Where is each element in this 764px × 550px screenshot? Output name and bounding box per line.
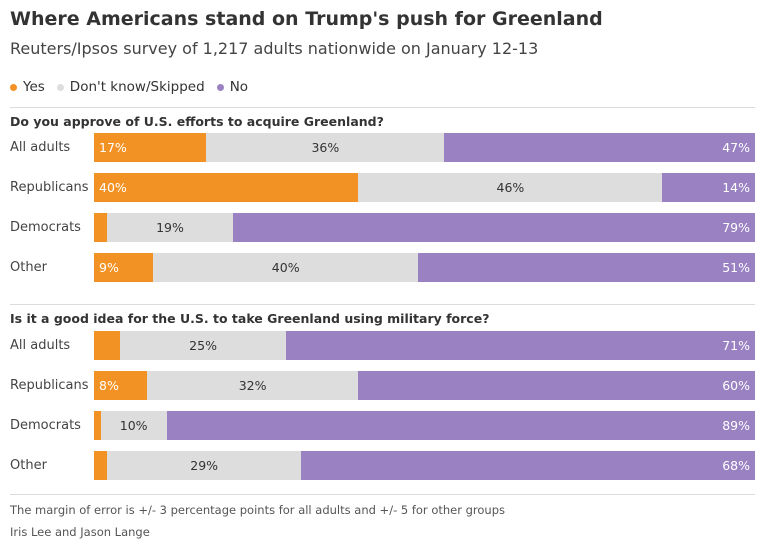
bar-segment-dont-know-democrats (107, 213, 233, 242)
bar-segment-yes-all-adults (94, 331, 121, 360)
bar-segment-dont-know-other (153, 253, 418, 282)
legend: Yes Don't know/Skipped No (10, 79, 260, 95)
bar-segment-no-republicans (358, 371, 755, 400)
bar-segment-no-all-adults (444, 133, 755, 162)
data-label-no-all-adults: 71% (722, 338, 750, 353)
row-label-all-adults: All adults (10, 140, 71, 155)
bar-segment-yes-democrats (94, 213, 108, 242)
bar-segment-yes-other (94, 253, 154, 282)
bar-segment-dont-know-republicans (146, 371, 359, 400)
bar-segment-yes-all-adults (94, 133, 207, 162)
data-label-yes-other: 9% (99, 260, 119, 275)
data-label-no-republicans: 60% (722, 378, 750, 393)
divider-middle (10, 304, 755, 305)
row-label-republicans: Republicans (10, 378, 89, 393)
row-label-democrats: Democrats (10, 418, 81, 433)
credit: Iris Lee and Jason Lange (10, 525, 150, 539)
data-label-dont-know-other: 29% (190, 458, 219, 473)
data-label-yes-republicans: 40% (99, 180, 127, 195)
data-label-no-democrats: 79% (722, 220, 750, 235)
row-label-other: Other (10, 260, 47, 275)
data-label-no-democrats: 89% (722, 418, 750, 433)
data-label-dont-know-all-adults: 25% (189, 338, 217, 353)
bar-segment-no-other (417, 253, 755, 282)
data-label-yes-all-adults: 17% (99, 140, 127, 155)
row-label-other: Other (10, 458, 47, 473)
data-label-dont-know-republicans: 46% (496, 180, 525, 195)
legend-item-no: No (216, 79, 249, 95)
legend-dot-no (216, 83, 224, 91)
data-label-no-republicans: 14% (722, 180, 750, 195)
divider-bottom (10, 494, 755, 495)
divider-top (10, 107, 755, 108)
data-label-dont-know-democrats: 10% (119, 418, 148, 433)
question-title-1: Do you approve of U.S. efforts to acquir… (10, 114, 384, 129)
data-label-dont-know-democrats: 19% (156, 220, 184, 235)
bar-segment-dont-know-all-adults (206, 133, 445, 162)
data-label-dont-know-all-adults: 36% (311, 140, 340, 155)
legend-label-no: No (229, 79, 249, 95)
footnote: The margin of error is +/- 3 percentage … (10, 503, 505, 517)
question-title-2: Is it a good idea for the U.S. to take G… (10, 311, 490, 326)
bar-segment-dont-know-other (107, 451, 301, 480)
bar-segment-no-republicans (662, 173, 755, 202)
bar-segment-no-democrats (166, 411, 755, 440)
legend-dot-yes (10, 83, 17, 91)
bar-segment-dont-know-democrats (100, 411, 167, 440)
legend-item-dont-know: Don't know/Skipped (56, 79, 205, 95)
bar-segment-no-other (300, 451, 755, 480)
legend-dot-dont-know (56, 83, 64, 91)
data-label-no-other: 68% (722, 458, 750, 473)
bar-segment-yes-republicans (94, 371, 147, 400)
row-label-all-adults: All adults (10, 338, 71, 353)
bar-segment-dont-know-all-adults (120, 331, 286, 360)
legend-item-yes: Yes (10, 79, 45, 95)
data-label-no-all-adults: 47% (722, 140, 750, 155)
bar-segment-yes-other (94, 451, 108, 480)
data-label-dont-know-republicans: 32% (238, 378, 267, 393)
bar-segment-no-democrats (232, 213, 755, 242)
chart-subtitle: Reuters/Ipsos survey of 1,217 adults nat… (10, 39, 539, 58)
data-label-dont-know-other: 40% (271, 260, 300, 275)
chart-title: Where Americans stand on Trump's push fo… (10, 8, 603, 30)
legend-label-yes: Yes (23, 79, 45, 95)
bar-segment-yes-democrats (94, 411, 101, 440)
row-label-republicans: Republicans (10, 180, 89, 195)
bar-segment-dont-know-republicans (358, 173, 663, 202)
bar-segment-no-all-adults (285, 331, 755, 360)
data-label-no-other: 51% (722, 260, 750, 275)
legend-label-dont-know: Don't know/Skipped (69, 79, 205, 95)
row-label-democrats: Democrats (10, 220, 81, 235)
data-label-yes-republicans: 8% (99, 378, 119, 393)
bar-segment-yes-republicans (94, 173, 359, 202)
